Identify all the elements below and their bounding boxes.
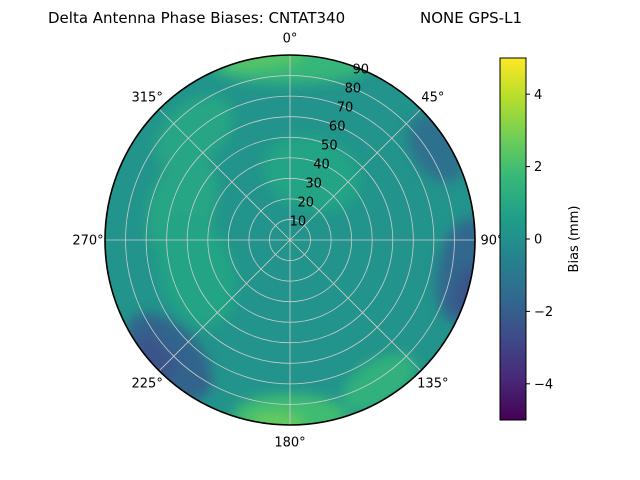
grid-spoke <box>289 239 422 372</box>
angular-tick-label: 315° <box>132 91 163 106</box>
radial-tick-label: 80 <box>345 82 362 97</box>
radial-tick-label: 50 <box>321 139 338 154</box>
bias-region <box>223 55 306 71</box>
grid-spoke <box>289 108 422 241</box>
radial-tick-label: 20 <box>297 196 314 211</box>
angular-tick-label: 180° <box>274 436 305 451</box>
bias-region <box>156 214 236 327</box>
bias-region <box>134 335 176 380</box>
polar-boundary <box>104 54 476 426</box>
radial-tick-label: 70 <box>337 101 354 116</box>
radial-tick-label: 10 <box>290 215 307 230</box>
polar-grid <box>104 54 476 426</box>
bias-region <box>250 412 304 425</box>
colorbar-tick-label: 2 <box>534 160 542 175</box>
angular-tick-label: 270° <box>72 234 103 249</box>
colorbar: 4 2 0 −2 −4 Bias (mm) <box>499 57 582 421</box>
radial-tick-label: 90 <box>353 63 370 78</box>
bias-region <box>263 135 360 212</box>
colorbar-tick-label: −2 <box>534 305 553 320</box>
colorbar-tick-label: 4 <box>534 88 542 103</box>
colorbar-gradient <box>499 57 527 421</box>
angular-tick-label: 90° <box>480 234 503 249</box>
angular-tick-label: 135° <box>417 376 448 391</box>
colorbar-tick-label: −4 <box>534 377 553 392</box>
radial-tick-label: 40 <box>313 158 330 173</box>
angular-tick-label: 45° <box>421 91 444 106</box>
colorbar-tick-label: 0 <box>534 233 542 248</box>
radial-tick-label: 30 <box>305 177 322 192</box>
polar-plot-area: 10 20 30 40 50 60 70 80 90 0° 45° 90° 135° 180° 225° 27… <box>72 32 503 451</box>
chart-subtitle: NONE GPS-L1 <box>420 9 522 27</box>
angular-tick-label: 225° <box>132 376 163 391</box>
angular-tick-label: 0° <box>283 32 298 47</box>
radial-tick-label: 60 <box>329 120 346 135</box>
grid-spoke <box>158 108 291 241</box>
grid-spoke <box>158 239 291 372</box>
colorbar-ticks: 4 2 0 −2 −4 <box>526 88 553 392</box>
colorbar-axis-label: Bias (mm) <box>567 206 582 273</box>
chart-title: Delta Antenna Phase Biases: CNTAT340 <box>48 9 345 27</box>
